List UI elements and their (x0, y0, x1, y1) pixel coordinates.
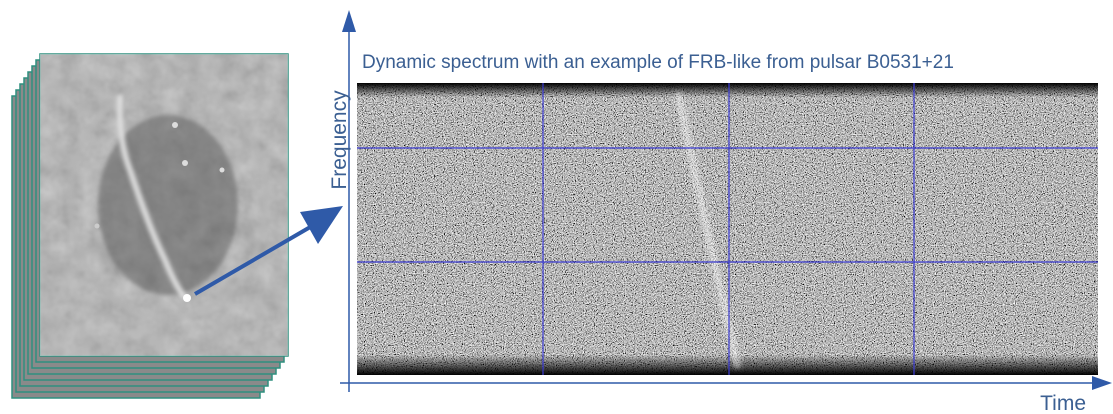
x-axis-label: Time (1040, 392, 1086, 414)
y-axis-label: Frequency (328, 90, 351, 190)
y-axis-arrowhead (342, 10, 356, 32)
diagram: Dynamic spectrum with an example of FRB-… (0, 0, 1113, 414)
pointer-arrowhead (300, 206, 343, 244)
dynamic-spectrum (357, 83, 1098, 375)
solar-image (40, 54, 288, 356)
x-axis-arrowhead (1092, 376, 1112, 390)
title: Dynamic spectrum with an example of FRB-… (362, 52, 954, 73)
frame-stack (12, 54, 288, 398)
page: Dynamic spectrum with an example of FRB-… (0, 0, 1113, 414)
